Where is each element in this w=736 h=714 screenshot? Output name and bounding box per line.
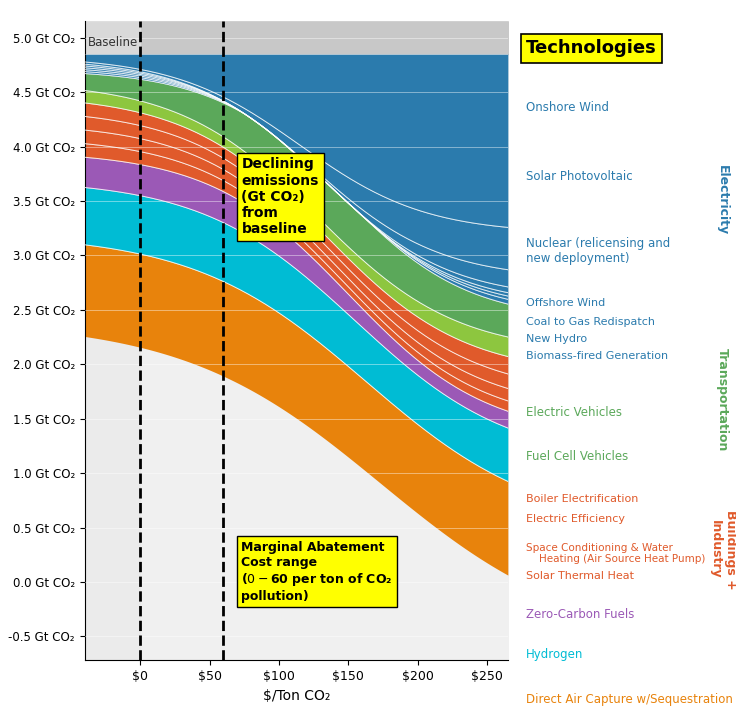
Text: Solar Thermal Heat: Solar Thermal Heat	[526, 571, 634, 581]
Text: Electric Vehicles: Electric Vehicles	[526, 406, 622, 418]
Text: New Hydro: New Hydro	[526, 334, 587, 344]
Text: Direct Air Capture w/Sequestration: Direct Air Capture w/Sequestration	[526, 693, 733, 705]
Text: Coal to Gas Redispatch: Coal to Gas Redispatch	[526, 317, 655, 327]
Text: Hydrogen: Hydrogen	[526, 648, 584, 661]
Text: Electric Efficiency: Electric Efficiency	[526, 514, 626, 524]
Text: Nuclear (relicensing and
new deployment): Nuclear (relicensing and new deployment)	[526, 237, 670, 265]
Text: Transportation: Transportation	[716, 348, 729, 451]
Text: Electricity: Electricity	[716, 165, 729, 235]
Text: Declining
emissions
(Gt CO₂)
from
baseline: Declining emissions (Gt CO₂) from baseli…	[241, 158, 319, 236]
Text: Baseline: Baseline	[88, 36, 138, 49]
Text: Onshore Wind: Onshore Wind	[526, 101, 609, 114]
Text: Zero-Carbon Fuels: Zero-Carbon Fuels	[526, 608, 634, 621]
Text: Biomass-fired Generation: Biomass-fired Generation	[526, 351, 668, 361]
Text: Marginal Abatement
Cost range
($0-$60 per ton of CO₂
pollution): Marginal Abatement Cost range ($0-$60 pe…	[241, 540, 393, 603]
Text: Fuel Cell Vehicles: Fuel Cell Vehicles	[526, 450, 629, 463]
Text: Solar Photovoltaic: Solar Photovoltaic	[526, 170, 633, 183]
Text: Space Conditioning & Water
    Heating (Air Source Heat Pump): Space Conditioning & Water Heating (Air …	[526, 543, 706, 564]
Bar	[85, 21, 140, 660]
X-axis label: $/Ton CO₂: $/Ton CO₂	[263, 689, 330, 703]
Text: Buildings +
Industry: Buildings + Industry	[709, 510, 736, 590]
Text: Technologies: Technologies	[526, 39, 657, 57]
Text: Boiler Electrification: Boiler Electrification	[526, 494, 639, 504]
Text: Offshore Wind: Offshore Wind	[526, 298, 606, 308]
